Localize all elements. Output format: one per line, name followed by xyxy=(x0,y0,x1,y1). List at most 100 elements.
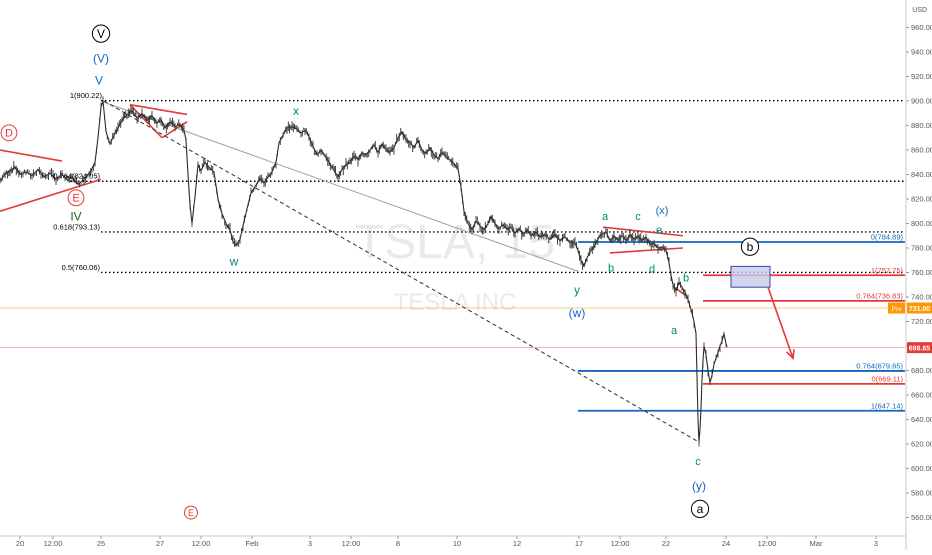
price-tick-label: 820.00 xyxy=(911,195,932,204)
price-tag-prefix: Pre xyxy=(891,306,902,313)
price-tag-bg xyxy=(907,342,932,354)
wave-label-12: y xyxy=(574,283,580,297)
wave-label-circle xyxy=(91,24,111,43)
price-line xyxy=(0,100,728,442)
time-tick-label: 12:00 xyxy=(44,539,63,548)
fib-label-6: 0.764(736.83) xyxy=(856,291,903,300)
price-tick-label: 740.00 xyxy=(911,293,932,302)
wave-label-4: E xyxy=(72,193,79,205)
wave-label-16: (w) xyxy=(569,306,586,320)
wave-label-18: b xyxy=(747,240,754,254)
trend-line-1[interactable] xyxy=(0,178,102,213)
price-tags: Pre 731.00 698.65 xyxy=(888,302,932,354)
symbol-watermark: TSLA, 15 TESLA INC xyxy=(355,216,555,316)
wave-label-14: d xyxy=(649,264,655,276)
price-tag-0[interactable]: Pre 731.00 xyxy=(888,302,932,314)
trend-line-5[interactable] xyxy=(602,226,684,237)
wave-label-0: V xyxy=(97,27,105,41)
fib-label-0: 1(900.22) xyxy=(70,91,103,100)
wave-label-3: D xyxy=(5,128,13,140)
time-tick-label: 24 xyxy=(722,539,730,548)
fib-level-labels: 1(900.22) 0.764(824.05) 0.618(793.13) 0.5(7… xyxy=(53,91,903,410)
wave-label-circle xyxy=(690,499,710,519)
fib-label-5: 1(757.75) xyxy=(871,266,904,275)
time-tick-label: 17 xyxy=(575,539,583,548)
wave-label-20: (y) xyxy=(692,479,706,493)
wave-label-9: c xyxy=(635,211,641,223)
price-tick-label: 880.00 xyxy=(911,121,932,130)
price-tick-label: 680.00 xyxy=(911,366,932,375)
price-tick-label: 560.00 xyxy=(911,513,932,522)
wave-label-6: x xyxy=(293,104,299,118)
price-tick-label: 580.00 xyxy=(911,489,932,498)
price-tag-prefix-bg xyxy=(888,302,905,314)
time-axis[interactable]: 20 12:00 25 27 12:00 Feb 3 12:00 8 10 12 17 12:00 22 2… xyxy=(0,535,906,548)
fib-label-2: 0.618(793.13) xyxy=(53,222,100,231)
price-tick-label: 780.00 xyxy=(911,244,932,253)
wave-label-circle xyxy=(67,189,85,207)
wave-label-19: c xyxy=(695,456,701,468)
trend-lines xyxy=(0,100,699,442)
wave-label-circle xyxy=(184,505,198,520)
price-tag-value: 731.00 xyxy=(909,306,931,313)
price-tag-bg xyxy=(907,302,932,314)
wave-label-1: (V) xyxy=(93,51,109,65)
time-tick-label: 3 xyxy=(308,539,312,548)
time-tick-label: 22 xyxy=(662,539,670,548)
wave-label-22: E xyxy=(188,508,194,518)
time-tick-label: 27 xyxy=(156,539,164,548)
price-tag-1[interactable]: 698.65 xyxy=(907,342,932,354)
horizontal-levels xyxy=(0,100,905,412)
time-tick-label: Mar xyxy=(810,539,823,548)
time-tick-label: 12:00 xyxy=(611,539,630,548)
price-tag-value: 698.65 xyxy=(909,346,931,353)
price-tick-label: 960.00 xyxy=(911,23,932,32)
time-tick-label: 25 xyxy=(97,539,105,548)
fib-label-3: 0.5(760.06) xyxy=(62,263,101,272)
price-tick-label: 940.00 xyxy=(911,48,932,57)
price-axis-unit: USD xyxy=(912,7,927,14)
wave-label-7: w xyxy=(229,255,239,269)
wave-labels: V (V) V D E IV x w a c (x) e y b d b (w) a b c (y) a E xyxy=(0,24,760,520)
wave-label-10: (x) xyxy=(656,205,669,217)
fib-label-7: 0.764(679.65) xyxy=(856,361,903,370)
trend-line-6[interactable] xyxy=(609,247,684,254)
fib-label-1: 0.764(824.05) xyxy=(53,172,100,181)
time-tick-label: 12:00 xyxy=(758,539,777,548)
watermark-symbol: TSLA, 15 xyxy=(355,216,555,269)
fib-label-8: 0(669.11) xyxy=(871,374,903,383)
wave-label-13: b xyxy=(608,262,614,274)
time-tick-label: 10 xyxy=(453,539,461,548)
price-tick-label: 840.00 xyxy=(911,170,932,179)
price-axis[interactable]: USD 960.00 940.00 920.00 900.00 880.00 860.00 8… xyxy=(905,0,932,550)
price-tick-label: 860.00 xyxy=(911,146,932,155)
wave-label-17: a xyxy=(671,325,678,337)
time-tick-label: 8 xyxy=(396,539,400,548)
overlay-drawings xyxy=(730,265,795,360)
projection-arrow[interactable] xyxy=(767,286,794,359)
price-tick-label: 600.00 xyxy=(911,464,932,473)
wave-label-8: a xyxy=(602,211,609,223)
price-tick-label: 620.00 xyxy=(911,440,932,449)
time-tick-label: 20 xyxy=(16,539,24,548)
price-tick-label: 720.00 xyxy=(911,317,932,326)
trend-line-0[interactable] xyxy=(0,149,63,162)
fib-label-4: 0(784.89) xyxy=(871,233,904,242)
price-tick-label: 660.00 xyxy=(911,391,932,400)
trend-line-2[interactable] xyxy=(129,103,188,116)
time-tick-label: 3 xyxy=(874,539,878,548)
trend-line-8[interactable] xyxy=(103,100,699,442)
price-tick-label: 800.00 xyxy=(911,219,932,228)
wave-label-circle xyxy=(740,237,760,256)
wave-label-21: a xyxy=(697,502,704,516)
wave-label-11: e xyxy=(656,224,662,236)
price-tick-label: 920.00 xyxy=(911,72,932,81)
target-zone-box[interactable] xyxy=(730,265,771,288)
arrow-head-icon xyxy=(786,349,795,360)
trend-line-3[interactable] xyxy=(129,104,163,139)
price-series xyxy=(0,96,728,447)
wave-label-2: V xyxy=(95,73,103,87)
time-tick-label: 12 xyxy=(513,539,521,548)
